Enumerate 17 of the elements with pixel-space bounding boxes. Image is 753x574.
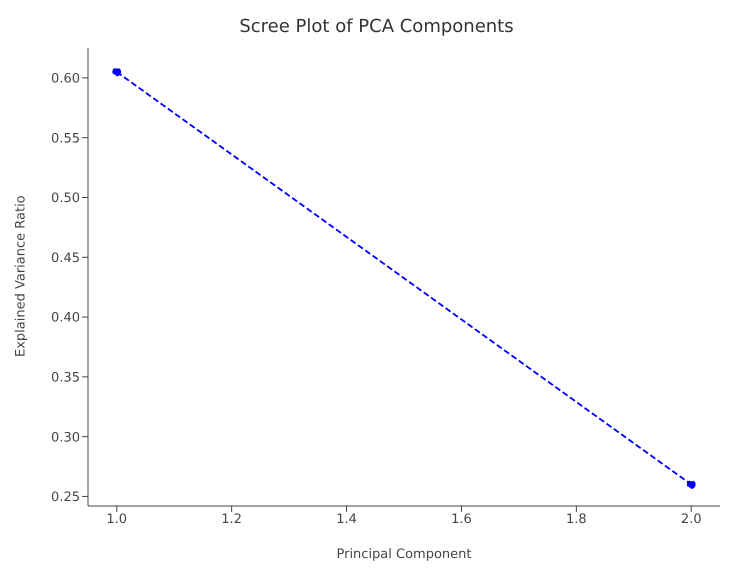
x-tick-label: 2.0: [680, 512, 702, 528]
y-axis-title: Explained Variance Ratio: [14, 195, 29, 357]
x-axis-title: Principal Component: [336, 547, 472, 562]
y-tick-label: 0.30: [51, 430, 80, 446]
x-tick-label: 1.4: [336, 512, 357, 528]
y-tick-label: 0.45: [51, 250, 80, 266]
x-tick-label: 1.8: [566, 512, 587, 528]
y-tick-label: 0.55: [51, 131, 80, 146]
y-tick-label: 0.25: [51, 490, 80, 506]
y-tick-label: 0.60: [51, 72, 80, 87]
x-tick-label: 1.2: [221, 512, 242, 528]
y-tick-label: 0.40: [51, 310, 80, 326]
x-tick-label: 1.6: [451, 512, 472, 528]
chart-title: Scree Plot of PCA Components: [238, 16, 515, 37]
x-tick-label: 1.0: [106, 512, 128, 528]
y-tick-label: 0.35: [51, 370, 80, 386]
y-tick-label: 0.50: [51, 191, 80, 206]
